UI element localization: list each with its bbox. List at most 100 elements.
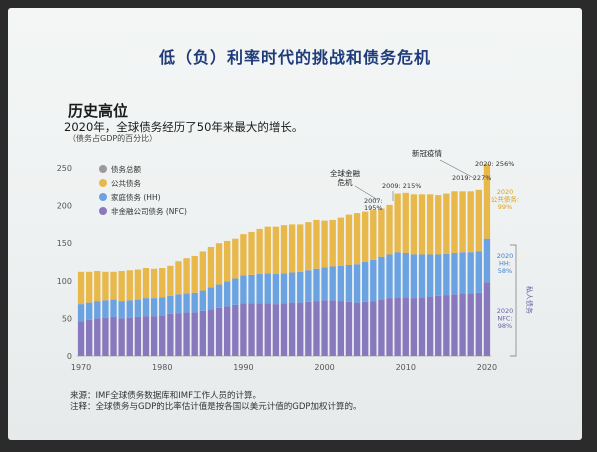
nfc-bar bbox=[232, 304, 239, 356]
nfc-bar bbox=[321, 300, 328, 356]
nfc-bar bbox=[191, 312, 198, 356]
nfc-bar bbox=[435, 295, 442, 356]
nfc-bar bbox=[159, 315, 166, 356]
household-bar bbox=[353, 264, 361, 303]
public-bar bbox=[435, 195, 442, 255]
x-tick-label: 1980 bbox=[152, 363, 172, 372]
nfc-bar bbox=[451, 294, 458, 356]
x-tick-label: 1990 bbox=[233, 363, 253, 372]
public-bar bbox=[459, 191, 466, 253]
public-bar bbox=[232, 238, 239, 279]
public-bar bbox=[305, 222, 312, 271]
slide-title: 低（负）利率时代的挑战和债务危机 bbox=[158, 48, 431, 67]
y-tick-label: 250 bbox=[57, 164, 72, 173]
household-bar bbox=[159, 297, 166, 316]
public-bar bbox=[102, 271, 109, 301]
nfc-bar bbox=[329, 300, 336, 356]
household-bar bbox=[175, 294, 182, 314]
household-bar bbox=[224, 281, 231, 307]
public-bar bbox=[199, 251, 206, 291]
household-bar bbox=[232, 278, 239, 305]
public-bar bbox=[256, 228, 263, 275]
household-bar bbox=[288, 272, 296, 303]
nfc-bar bbox=[175, 313, 182, 356]
legend-marker bbox=[99, 193, 107, 201]
public-bar bbox=[94, 271, 101, 302]
x-tick-label: 1970 bbox=[71, 363, 91, 372]
nfc-bar bbox=[199, 310, 206, 356]
nfc-bar bbox=[402, 297, 409, 356]
nfc-bar bbox=[240, 303, 247, 356]
household-bar bbox=[313, 268, 320, 302]
household-bar bbox=[264, 273, 271, 304]
household-bar bbox=[191, 292, 198, 313]
public-bar bbox=[394, 193, 401, 253]
public-bar bbox=[215, 243, 223, 285]
nfc-bar bbox=[207, 309, 215, 356]
public-bar bbox=[288, 224, 296, 273]
public-bar bbox=[321, 220, 328, 268]
public-bar bbox=[467, 191, 474, 253]
household-bar bbox=[402, 252, 409, 298]
public-bar bbox=[159, 268, 166, 298]
household-bar bbox=[483, 238, 491, 283]
nfc-bar bbox=[337, 301, 344, 356]
nfc-bar bbox=[150, 316, 158, 356]
household-bar bbox=[370, 259, 377, 302]
household-bar bbox=[207, 287, 215, 310]
unit-note: （债务占GDP的百分比） bbox=[68, 134, 158, 143]
nfc-bar bbox=[459, 293, 466, 356]
chart-heading: 历史高位 bbox=[68, 102, 129, 120]
public-bar bbox=[280, 225, 288, 274]
legend-label: 非金融公司债务 (NFC) bbox=[111, 206, 187, 216]
private-debt-label: 私人债务 bbox=[525, 286, 534, 314]
public-bar bbox=[475, 189, 482, 252]
nfc-bar bbox=[272, 304, 280, 356]
household-bar bbox=[150, 298, 158, 317]
public-bar bbox=[126, 270, 133, 301]
nfc-bar bbox=[353, 302, 361, 356]
household-bar bbox=[418, 254, 426, 298]
household-bar bbox=[94, 301, 101, 319]
household-bar bbox=[321, 267, 328, 301]
annotation-2020: 2020: 256% bbox=[475, 160, 514, 168]
public-bar bbox=[443, 193, 450, 254]
household-bar bbox=[142, 298, 150, 317]
annotation-crisis-line bbox=[354, 185, 379, 201]
public-bar bbox=[150, 268, 158, 299]
public-bar bbox=[207, 246, 215, 288]
public-bar bbox=[451, 191, 458, 253]
public-bar bbox=[77, 271, 85, 305]
household-bar bbox=[134, 299, 142, 317]
nfc-bar bbox=[248, 303, 255, 356]
nfc-bar bbox=[102, 317, 109, 356]
household-bar bbox=[475, 251, 482, 293]
public-bar bbox=[386, 204, 393, 255]
annotation-nfc-2020: 2020 NFC: 98% bbox=[497, 307, 514, 330]
nfc-bar bbox=[256, 303, 263, 356]
nfc-bar bbox=[475, 292, 482, 356]
nfc-bar bbox=[297, 302, 304, 356]
household-bar bbox=[215, 284, 223, 308]
nfc-bar bbox=[142, 316, 150, 356]
y-tick-label: 150 bbox=[57, 239, 72, 248]
nfc-bar bbox=[426, 296, 434, 356]
y-tick-label: 100 bbox=[57, 277, 72, 286]
public-bar bbox=[224, 240, 231, 282]
public-bar bbox=[118, 271, 125, 302]
legend-label: 债务总额 bbox=[111, 164, 141, 174]
public-bar bbox=[313, 219, 320, 269]
annotation-hh-2020: 2020 HH: 58% bbox=[497, 252, 514, 275]
household-bar bbox=[240, 275, 247, 304]
nfc-bar bbox=[362, 301, 369, 356]
household-bar bbox=[443, 253, 450, 296]
nfc-bar bbox=[264, 303, 271, 356]
nfc-bar bbox=[215, 307, 223, 356]
public-bar bbox=[175, 261, 182, 295]
public-bar bbox=[378, 208, 385, 257]
household-bar bbox=[394, 252, 401, 298]
public-bar bbox=[353, 213, 361, 265]
footer-notes: 来源：IMF全球债务数据库和IMF工作人员的计算。 注释：全球债务与GDP的比率… bbox=[70, 391, 362, 413]
household-bar bbox=[110, 299, 117, 317]
public-bar bbox=[183, 258, 190, 294]
